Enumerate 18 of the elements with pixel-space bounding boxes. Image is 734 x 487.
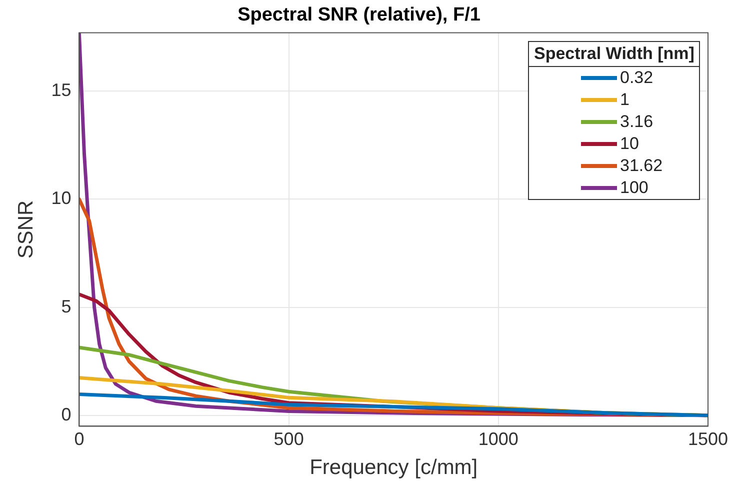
legend-label: 10 (620, 134, 639, 154)
legend-label: 31.62 (620, 156, 663, 176)
y-axis-title: SSNR (14, 200, 38, 259)
legend-title: Spectral Width [nm] (529, 42, 700, 67)
y-tick-label: 5 (61, 296, 72, 316)
legend-label: 0.32 (620, 68, 654, 88)
y-tick-label: 10 (51, 188, 72, 208)
legend-label: 100 (620, 178, 648, 198)
x-tick-label: 1500 (688, 428, 728, 449)
legend-label: 3.16 (620, 112, 654, 132)
chart-title: Spectral SNR (relative), F/1 (238, 4, 481, 26)
x-tick-label: 500 (274, 428, 304, 449)
x-tick-label: 0 (74, 428, 84, 449)
x-tick-label: 1000 (478, 428, 518, 449)
x-axis-title: Frequency [c/mm] (310, 456, 478, 480)
y-tick-label: 15 (51, 80, 72, 100)
y-tick-label: 0 (61, 404, 72, 424)
legend-label: 1 (620, 90, 630, 110)
